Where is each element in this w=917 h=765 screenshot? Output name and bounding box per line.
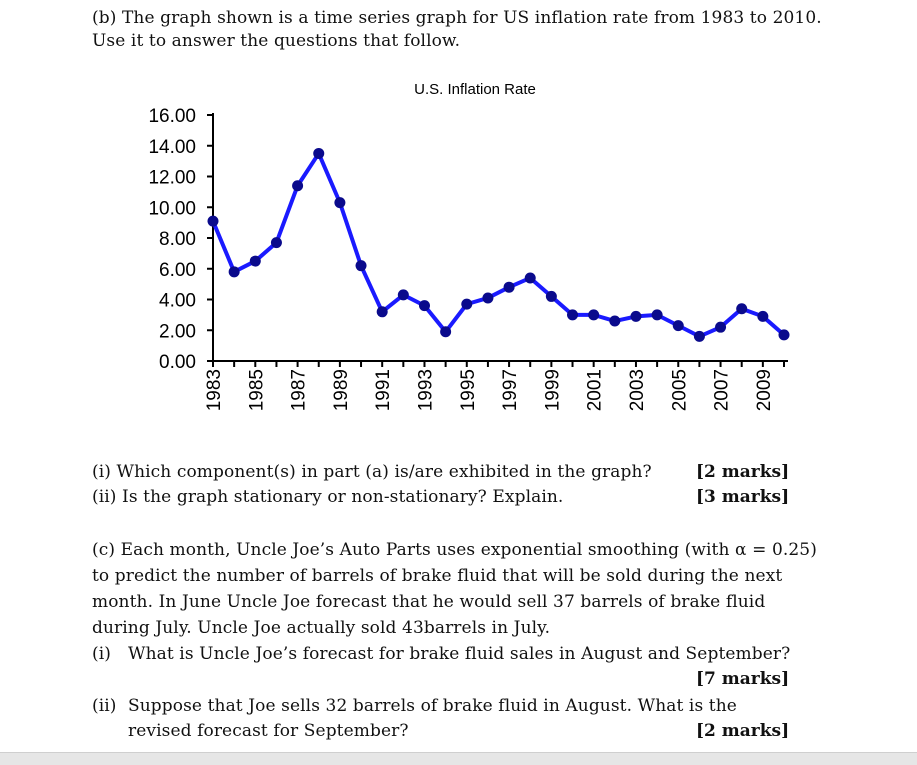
x-tick-label: 1983 [204, 369, 225, 411]
data-point [292, 180, 304, 192]
data-point [482, 292, 494, 304]
y-tick-label: 2.00 [159, 321, 196, 342]
data-point [397, 289, 409, 301]
question-b-i: (i) Which component(s) in part (a) is/ar… [92, 462, 652, 482]
x-tick-label: 1985 [246, 369, 267, 411]
data-point [440, 326, 452, 338]
part-c-line1: (c) Each month, Uncle Joe’s Auto Parts u… [92, 540, 817, 560]
data-point [524, 272, 536, 284]
data-point [672, 320, 684, 332]
data-point [588, 309, 600, 321]
x-tick-label: 1999 [542, 369, 563, 411]
question-b-i-marks: [2 marks] [696, 462, 790, 482]
y-tick-label: 12.00 [148, 168, 196, 189]
part-c-line3: month. In June Uncle Joe forecast that h… [92, 592, 766, 612]
part-c-i-text: What is Uncle Joe’s forecast for brake f… [128, 644, 791, 664]
data-point [313, 147, 325, 159]
part-c-line4: during July. Uncle Joe actually sold 43b… [92, 618, 551, 638]
data-point [651, 309, 663, 321]
y-tick-label: 6.00 [159, 260, 196, 281]
y-tick-label: 8.00 [159, 229, 196, 250]
x-tick-label: 1995 [458, 369, 479, 411]
data-point [715, 321, 727, 333]
y-tick-label: 4.00 [159, 291, 196, 312]
chart-svg: U.S. Inflation Rate 16.00 14.00 12.00 10.00… [148, 81, 790, 411]
x-tick-label: 2003 [627, 369, 648, 411]
data-point [376, 306, 388, 318]
chart-title: U.S. Inflation Rate [414, 81, 536, 98]
data-point [630, 310, 642, 322]
question-b-ii: (ii) Is the graph stationary or non-stat… [92, 487, 564, 507]
part-c-line2: to predict the number of barrels of brak… [92, 566, 783, 586]
y-tick-label: 0.00 [159, 352, 196, 373]
x-tick-label: 2007 [712, 369, 733, 411]
part-b-intro-line1: (b) The graph shown is a time series gra… [92, 8, 822, 28]
x-tick-label: 1989 [331, 369, 352, 411]
part-c-ii-marks: [2 marks] [696, 721, 790, 741]
x-tick-label: 1997 [500, 369, 521, 411]
x-tick-label: 1993 [415, 369, 436, 411]
data-point [609, 315, 621, 327]
y-tick-label: 10.00 [148, 198, 196, 219]
data-point [693, 330, 705, 342]
inflation-chart: U.S. Inflation Rate 16.00 14.00 12.00 10.00… [148, 81, 790, 411]
x-tick-label: 1991 [373, 369, 394, 411]
part-c-ii-label: (ii) [92, 696, 117, 716]
data-point [270, 237, 282, 249]
data-point [545, 290, 557, 302]
data-point [334, 197, 346, 209]
data-point [757, 310, 769, 322]
data-point [418, 300, 430, 312]
part-c-i-label: (i) [92, 644, 112, 664]
data-point [207, 215, 219, 227]
data-point [736, 303, 748, 315]
data-point [461, 298, 473, 310]
question-b-ii-marks: [3 marks] [696, 487, 790, 507]
x-tick-label: 2005 [669, 369, 690, 411]
series-line [211, 151, 786, 339]
x-tick-label: 2009 [754, 369, 775, 411]
part-c-ii-text1: Suppose that Joe sells 32 barrels of bra… [128, 696, 737, 716]
part-b-intro-line2: Use it to answer the questions that foll… [92, 31, 461, 51]
data-point [503, 281, 515, 293]
x-tick-label: 1987 [289, 369, 310, 411]
y-tick-label: 14.00 [148, 137, 196, 158]
bottom-scroll-bar [0, 752, 917, 765]
part-c-ii-text2: revised forecast for September? [128, 721, 409, 741]
data-point [778, 329, 790, 341]
data-point [355, 260, 367, 272]
data-point [249, 255, 261, 267]
part-c-i-marks: [7 marks] [696, 669, 790, 689]
data-point [228, 266, 240, 278]
data-point [567, 309, 579, 321]
x-tick-label: 2001 [585, 369, 606, 411]
y-tick-label: 16.00 [148, 106, 196, 127]
